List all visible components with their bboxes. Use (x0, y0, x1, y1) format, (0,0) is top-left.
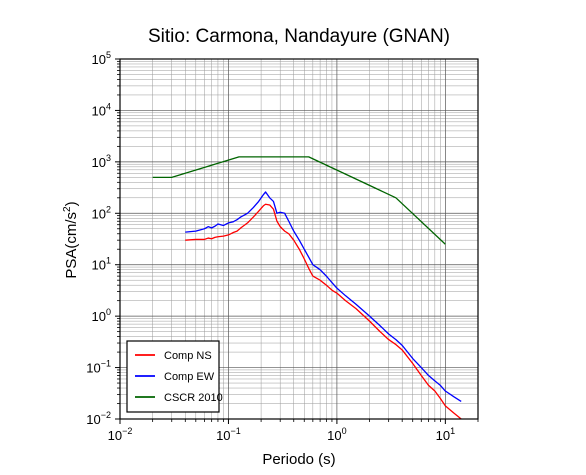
y-tick-base: 10 (92, 206, 106, 221)
y-tick-base: 10 (86, 361, 100, 376)
y-tick-exponent: 0 (106, 307, 111, 317)
x-tick-base: 10 (436, 428, 450, 443)
x-tick-exponent: 0 (342, 426, 347, 436)
x-tick-exponent: −1 (231, 426, 241, 436)
y-tick-base: 10 (86, 412, 100, 427)
y-tick-exponent: 1 (106, 256, 111, 266)
x-tick-base: 10 (327, 428, 341, 443)
series-line-cscr-2010 (152, 156, 446, 245)
y-tick-base: 10 (92, 103, 106, 118)
y-tick-base: 10 (92, 309, 106, 324)
x-tick-label: 10−2 (108, 426, 133, 443)
y-tick-label: 105 (92, 50, 111, 67)
y-axis-label-main: PSA(cm/s (63, 212, 80, 279)
y-tick-label: 103 (92, 153, 111, 170)
x-tick-exponent: 1 (450, 426, 455, 436)
y-tick-base: 10 (92, 155, 106, 170)
chart-title: Sitio: Carmona, Nandayure (GNAN) (148, 26, 450, 47)
y-tick-label: 10−2 (86, 410, 111, 427)
y-axis-label: PSA(cm/s2) (62, 201, 80, 278)
x-tick-label: 100 (327, 426, 346, 443)
y-axis-label-sup: 2 (62, 206, 73, 212)
legend-label: CSCR 2010 (164, 392, 223, 404)
y-tick-base: 10 (92, 52, 106, 67)
y-tick-exponent: 4 (106, 101, 111, 111)
y-tick-base: 10 (92, 258, 106, 273)
y-tick-label: 104 (92, 101, 111, 118)
series-lines (152, 156, 462, 420)
y-tick-exponent: 5 (106, 50, 111, 60)
y-tick-label: 102 (92, 204, 111, 221)
x-tick-labels: 10−2 10−1 100 101 (108, 426, 455, 443)
y-tick-exponent: −1 (101, 359, 111, 369)
y-tick-label: 100 (92, 307, 111, 324)
plot-frame (119, 58, 479, 420)
y-tick-label: 101 (92, 256, 111, 273)
x-tick-label: 10−1 (216, 426, 241, 443)
minor-gridlines (120, 59, 479, 419)
x-tick-base: 10 (216, 428, 230, 443)
y-tick-exponent: −2 (101, 410, 111, 420)
y-tick-label: 10−1 (86, 359, 111, 376)
series-line-comp-ns (185, 203, 462, 420)
legend-label: Comp EW (164, 371, 215, 383)
x-tick-base: 10 (108, 428, 122, 443)
x-tick-label: 101 (436, 426, 455, 443)
legend-label: Comp NS (164, 350, 212, 362)
y-tick-exponent: 2 (106, 204, 111, 214)
y-axis-label-tail: ) (63, 201, 80, 206)
x-axis-label: Periodo (s) (262, 451, 335, 468)
y-tick-exponent: 3 (106, 153, 111, 163)
x-tick-exponent: −2 (122, 426, 132, 436)
series-line-comp-ew (185, 191, 462, 402)
legend: Comp NS Comp EW CSCR 2010 (126, 340, 223, 413)
